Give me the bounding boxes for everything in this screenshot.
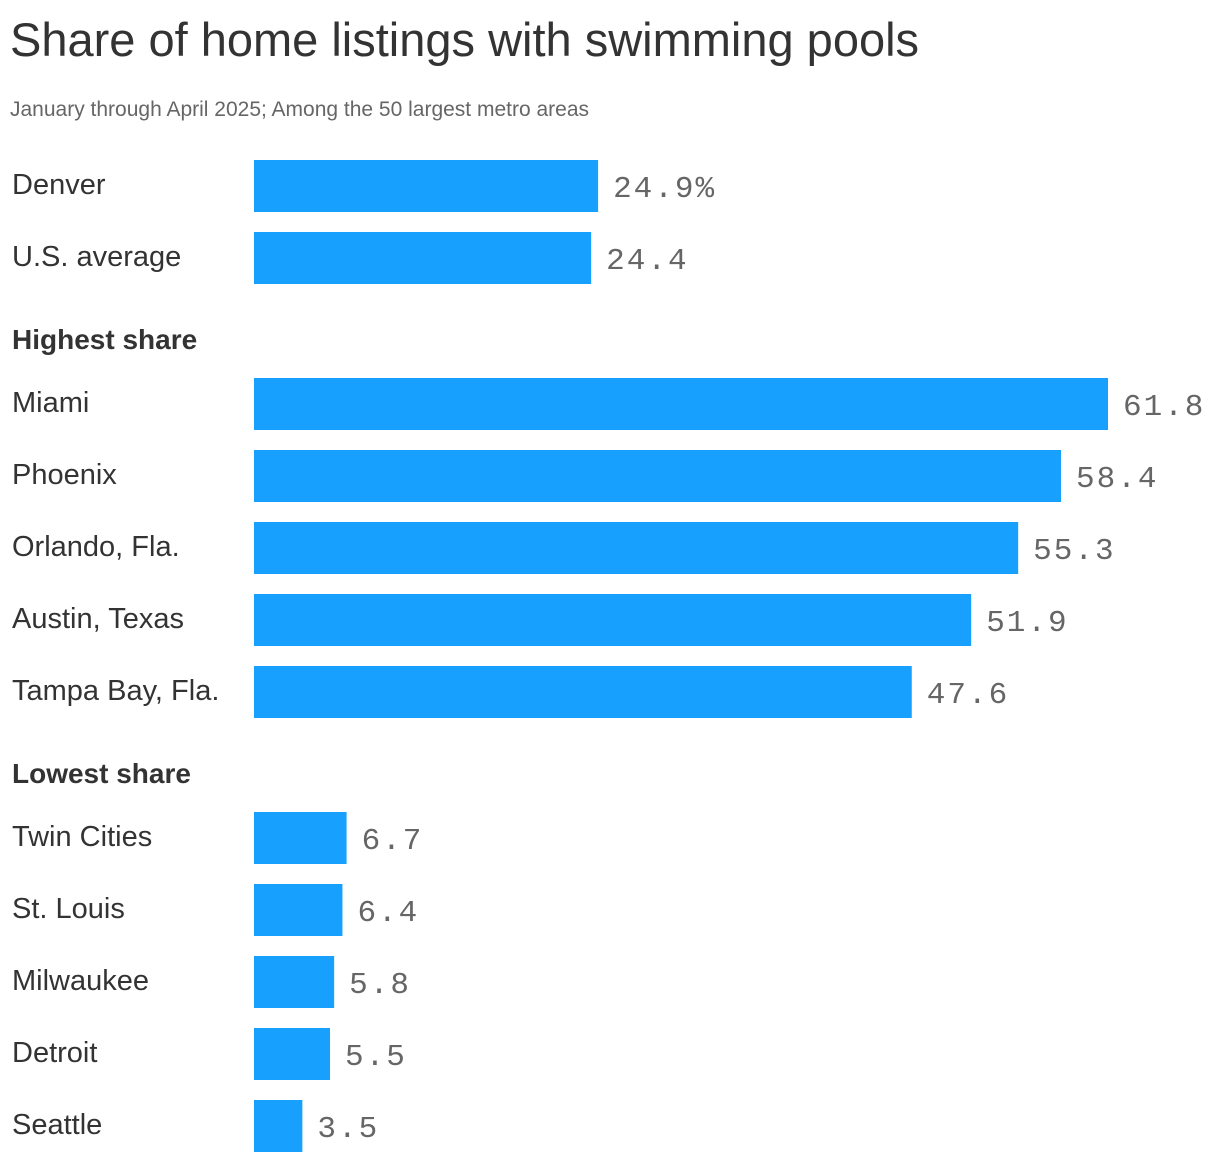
category-label: Twin Cities xyxy=(12,821,152,853)
value-label: 6.4 xyxy=(357,896,419,931)
category-label: Orlando, Fla. xyxy=(12,531,180,563)
category-label: Denver xyxy=(12,169,106,201)
category-label: U.S. average xyxy=(12,241,181,273)
value-label: 55.3 xyxy=(1033,534,1115,569)
value-label: 5.5 xyxy=(345,1040,407,1075)
bar xyxy=(254,378,1108,430)
value-label: 3.5 xyxy=(317,1112,379,1147)
bar xyxy=(254,522,1019,574)
bar xyxy=(254,1100,303,1152)
category-label: Detroit xyxy=(12,1037,97,1069)
bar xyxy=(254,232,592,284)
bar xyxy=(254,812,347,864)
bar xyxy=(254,160,599,212)
value-label: 24.9% xyxy=(613,172,716,207)
chart-title: Share of home listings with swimming poo… xyxy=(10,13,920,66)
bar xyxy=(254,1028,331,1080)
value-label: 5.8 xyxy=(349,968,411,1003)
bar xyxy=(254,594,972,646)
value-label: 58.4 xyxy=(1076,462,1158,497)
category-label: Austin, Texas xyxy=(12,603,184,635)
bar xyxy=(254,666,912,718)
section-heading: Lowest share xyxy=(12,758,191,789)
category-label: St. Louis xyxy=(12,893,125,925)
section-heading: Highest share xyxy=(12,324,197,355)
category-label: Tampa Bay, Fla. xyxy=(12,675,219,707)
bar xyxy=(254,956,335,1008)
category-label: Seattle xyxy=(12,1109,102,1141)
bar xyxy=(254,884,343,936)
value-label: 51.9 xyxy=(986,606,1068,641)
value-label: 24.4 xyxy=(606,244,688,279)
category-label: Phoenix xyxy=(12,459,117,491)
category-label: Miami xyxy=(12,387,89,419)
value-label: 47.6 xyxy=(927,678,1009,713)
bar xyxy=(254,450,1062,502)
chart-subtitle: January through April 2025; Among the 50… xyxy=(10,98,590,121)
value-label: 61.8 xyxy=(1123,390,1205,425)
value-label: 6.7 xyxy=(362,824,424,859)
category-label: Milwaukee xyxy=(12,965,149,997)
